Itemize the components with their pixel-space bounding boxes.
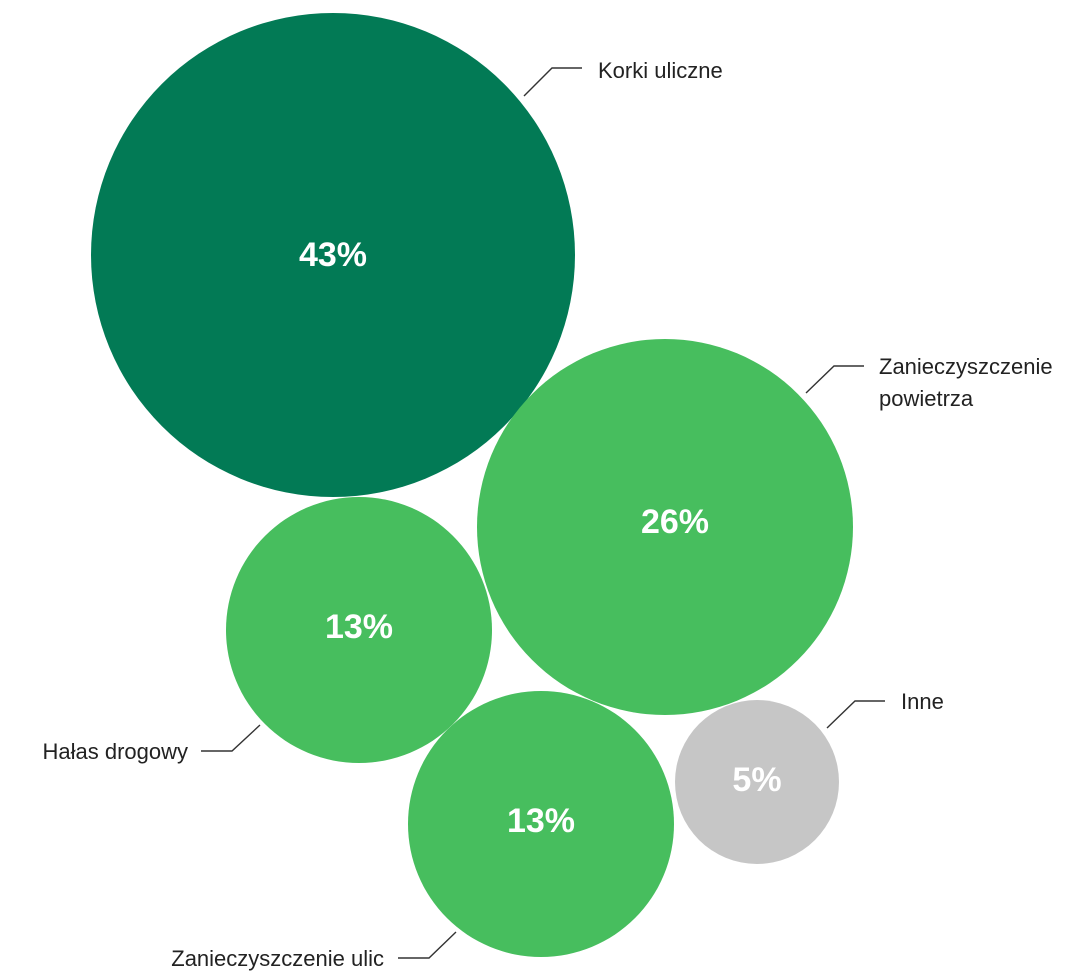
bubble-value-halas-drogowy: 13% [325,608,393,646]
bubble-group-halas-drogowy: 13% Hałas drogowy [42,497,492,764]
bubble-group-zanieczyszczenie-ulic: 13% Zanieczyszczenie ulic [171,691,674,971]
label-halas-drogowy: Hałas drogowy [42,739,188,764]
leader-line-zanieczyszczenie-ulic [398,931,457,959]
bubble-group-zanieczyszczenie-powietrza: 26% Zanieczyszczenie powietrza [477,339,1053,715]
bubble-value-zanieczyszczenie-powietrza: 26% [641,503,709,541]
label-inne: Inne [901,689,944,714]
leader-line-inne [826,700,885,729]
bubble-halas-drogowy [226,497,492,763]
bubble-value-inne: 5% [732,761,781,799]
bubble-zanieczyszczenie-powietrza [477,339,853,715]
leader-line-korki-uliczne [523,67,582,97]
bubble-korki-uliczne [91,13,575,497]
bubble-value-zanieczyszczenie-ulic: 13% [507,802,575,840]
label-zanieczyszczenie-powietrza: Zanieczyszczenie [879,354,1053,379]
label-zanieczyszczenie-powietrza-line2: powietrza [879,386,974,411]
bubble-group-inne: 5% Inne [675,689,944,864]
leader-line-halas-drogowy [201,724,261,752]
label-korki-uliczne: Korki uliczne [598,58,723,83]
leader-line-zanieczyszczenie-powietrza [805,365,864,394]
bubble-inne [675,700,839,864]
label-zanieczyszczenie-ulic: Zanieczyszczenie ulic [171,946,384,971]
bubble-value-korki-uliczne: 43% [299,236,367,274]
bubble-zanieczyszczenie-ulic [408,691,674,957]
bubble-group-korki-uliczne: 43% Korki uliczne [91,13,723,497]
